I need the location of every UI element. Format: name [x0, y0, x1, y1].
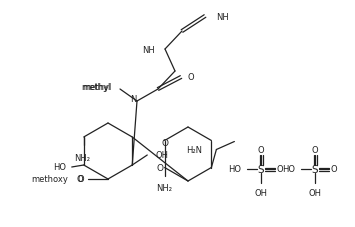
Text: methoxy: methoxy [31, 175, 68, 184]
Text: HO: HO [282, 165, 295, 174]
Text: S: S [312, 164, 318, 174]
Text: OH: OH [155, 151, 168, 160]
Text: OH: OH [255, 188, 268, 197]
Text: O: O [258, 146, 264, 155]
Text: OH: OH [308, 188, 322, 197]
Text: O: O [188, 72, 195, 81]
Text: HO: HO [53, 163, 66, 172]
Text: methyl: methyl [83, 82, 112, 91]
Text: HO: HO [228, 165, 241, 174]
Text: NH₂: NH₂ [157, 184, 173, 193]
Text: O: O [77, 175, 84, 184]
Text: methyl: methyl [82, 83, 111, 92]
Text: O: O [331, 165, 337, 174]
Text: O: O [277, 165, 283, 174]
Text: NH₂: NH₂ [74, 153, 90, 162]
Text: N: N [130, 94, 136, 103]
Text: S: S [258, 164, 264, 174]
Text: O: O [157, 164, 164, 173]
Text: NH: NH [142, 45, 155, 54]
Text: NH: NH [216, 12, 229, 21]
Text: O: O [312, 146, 318, 155]
Text: O: O [161, 138, 168, 147]
Text: O: O [76, 175, 83, 184]
Text: H₂N: H₂N [186, 145, 202, 154]
